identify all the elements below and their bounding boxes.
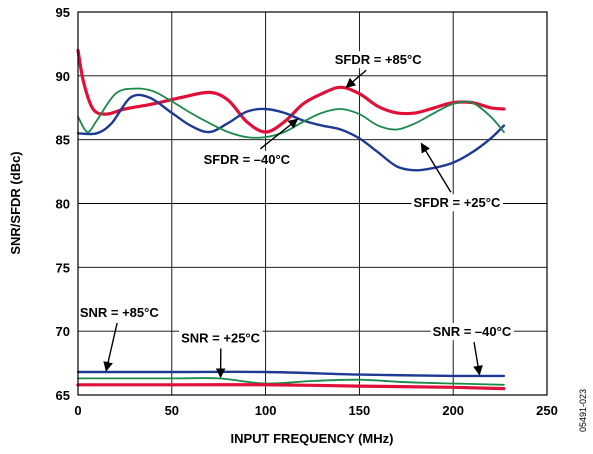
annotation: SFDR = +85°C xyxy=(332,51,425,88)
series-line-red xyxy=(76,48,506,134)
annotation-bg xyxy=(411,194,503,212)
annotation-bg xyxy=(430,323,514,341)
x-tick-labels: 0 50 100 150 200 250 xyxy=(74,403,557,418)
figure-id: 05491-023 xyxy=(578,389,588,432)
annotation-label: SNR = –40°C xyxy=(433,324,512,339)
y-tick-label: 90 xyxy=(56,69,70,84)
series-lines xyxy=(76,48,506,391)
annotation-bg xyxy=(201,150,293,168)
x-tick-label: 200 xyxy=(442,403,464,418)
annotation-label: SNR = +85°C xyxy=(80,305,160,320)
series-line-green xyxy=(77,377,505,386)
series-line-red xyxy=(76,383,506,391)
annotation: SFDR = –40°C xyxy=(201,118,299,168)
x-tick-label: 150 xyxy=(349,403,371,418)
annotation-arrow xyxy=(345,69,367,88)
annotation: SNR = +25°C xyxy=(179,329,263,379)
x-tick-label: 0 xyxy=(74,403,81,418)
annotation-label: SFDR = –40°C xyxy=(204,152,291,167)
annotation-arrow xyxy=(103,322,118,372)
x-tick-label: 100 xyxy=(255,403,277,418)
annotations: SFDR = +85°C SFDR = –40°C SFDR = +25°C SNR … xyxy=(80,51,514,379)
plot-frame xyxy=(77,11,548,396)
annotation: SFDR = +25°C xyxy=(411,142,503,212)
x-tick-label: 250 xyxy=(536,403,558,418)
y-tick-label: 75 xyxy=(56,260,70,275)
annotation-bg xyxy=(179,329,263,347)
y-tick-label: 85 xyxy=(56,133,70,148)
x-axis-title: INPUT FREQUENCY (MHz) xyxy=(231,431,394,446)
annotation-arrow xyxy=(473,342,483,376)
annotation-bg xyxy=(332,51,425,69)
annotation-label: SFDR = +25°C xyxy=(414,195,501,210)
y-axis-title: SNR/SFDR (dBc) xyxy=(8,151,23,254)
series-line-blue xyxy=(76,370,506,378)
annotation-label: SNR = +25°C xyxy=(181,331,261,346)
series-line-green xyxy=(77,87,505,139)
y-tick-label: 65 xyxy=(56,388,70,403)
y-tick-label: 95 xyxy=(56,5,70,20)
y-tick-label: 70 xyxy=(56,324,70,339)
y-tick-labels: 65 70 75 80 85 90 95 xyxy=(56,5,70,403)
annotation-arrow xyxy=(259,118,299,150)
annotation-label: SFDR = +85°C xyxy=(335,52,422,67)
x-tick-label: 50 xyxy=(165,403,179,418)
y-tick-label: 80 xyxy=(56,197,70,212)
annotation: SNR = –40°C xyxy=(430,323,514,376)
annotation: SNR = +85°C xyxy=(80,305,160,372)
annotation-arrow xyxy=(420,142,452,193)
